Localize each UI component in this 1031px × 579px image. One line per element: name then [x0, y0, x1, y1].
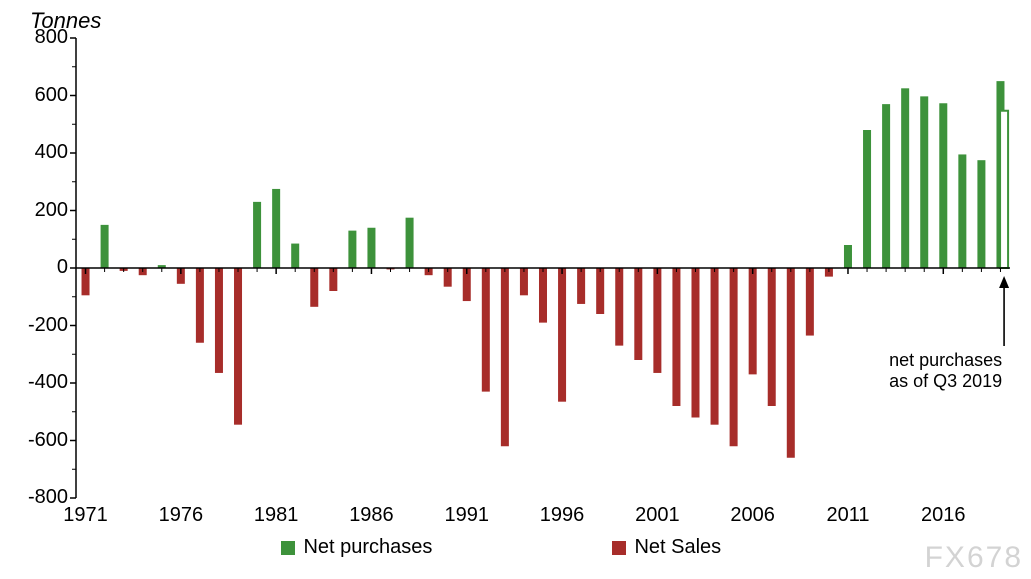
y-tick-label: 0: [8, 256, 68, 279]
legend-label: Net purchases: [303, 536, 432, 559]
y-tick-label: 400: [8, 141, 68, 164]
x-tick-label: 1976: [151, 504, 211, 527]
x-tick-label: 1981: [246, 504, 306, 527]
legend: Net purchases Net Sales: [281, 536, 721, 559]
plot-area: [76, 38, 1010, 498]
legend-item: Net purchases: [281, 536, 432, 559]
bar-net-purchases: [253, 202, 261, 268]
bar-net-sales: [634, 268, 642, 360]
bar-net-sales: [520, 268, 528, 295]
bar-net-purchases-ytd-outline: [1000, 111, 1008, 268]
bar-net-sales: [215, 268, 223, 373]
bar-net-sales: [539, 268, 547, 323]
bar-net-purchases: [882, 104, 890, 268]
bar-net-purchases: [920, 96, 928, 268]
bar-net-sales: [691, 268, 699, 418]
annotation-line: net purchases: [889, 350, 1002, 371]
chart-container: Tonnes Net purchasesNet Sales net purcha…: [0, 0, 1031, 579]
bar-net-sales: [711, 268, 719, 425]
y-tick-label: 200: [8, 199, 68, 222]
bar-net-purchases: [939, 103, 947, 268]
x-tick-label: 2001: [627, 504, 687, 527]
legend-color-swatch: [612, 541, 626, 555]
bar-net-purchases: [958, 154, 966, 268]
bar-net-sales: [749, 268, 757, 374]
bar-net-sales: [310, 268, 318, 307]
bar-net-purchases: [348, 231, 356, 268]
x-tick-label: 2006: [723, 504, 783, 527]
x-tick-label: 2011: [818, 504, 878, 527]
legend-label: Net Sales: [634, 536, 721, 559]
bar-net-sales: [596, 268, 604, 314]
y-tick-label: 800: [8, 26, 68, 49]
annotation-net-purchases-q3-2019: net purchasesas of Q3 2019: [889, 350, 1002, 391]
bar-net-purchases: [291, 244, 299, 268]
bar-net-purchases: [901, 88, 909, 268]
bar-net-purchases: [844, 245, 852, 268]
bar-net-sales: [558, 268, 566, 402]
y-tick-label: -200: [8, 314, 68, 337]
bar-net-sales: [577, 268, 585, 304]
bar-net-sales: [653, 268, 661, 373]
y-tick-label: -400: [8, 371, 68, 394]
bar-net-sales: [196, 268, 204, 343]
annotation-line: as of Q3 2019: [889, 371, 1002, 392]
x-tick-label: 1991: [437, 504, 497, 527]
x-tick-label: 1996: [532, 504, 592, 527]
bar-net-sales: [672, 268, 680, 406]
bar-net-sales: [730, 268, 738, 446]
watermark: FX678: [925, 541, 1023, 575]
bar-chart-svg: [76, 38, 1010, 498]
bar-net-purchases: [367, 228, 375, 268]
y-tick-label: -600: [8, 429, 68, 452]
bar-net-purchases: [272, 189, 280, 268]
annotation-arrow: [999, 276, 1009, 346]
x-tick-label: 1971: [56, 504, 116, 527]
bar-net-sales: [615, 268, 623, 346]
bar-net-sales: [768, 268, 776, 406]
bar-net-sales: [501, 268, 509, 446]
bar-net-purchases: [101, 225, 109, 268]
bar-net-purchases: [406, 218, 414, 268]
bar-net-sales: [234, 268, 242, 425]
bar-net-purchases: [863, 130, 871, 268]
x-tick-label: 2016: [913, 504, 973, 527]
x-tick-label: 1986: [341, 504, 401, 527]
bar-net-sales: [482, 268, 490, 392]
bar-net-sales: [806, 268, 814, 336]
bar-net-sales: [787, 268, 795, 458]
bar-net-purchases: [977, 160, 985, 268]
y-tick-label: 600: [8, 84, 68, 107]
legend-item: Net Sales: [612, 536, 721, 559]
legend-color-swatch: [281, 541, 295, 555]
